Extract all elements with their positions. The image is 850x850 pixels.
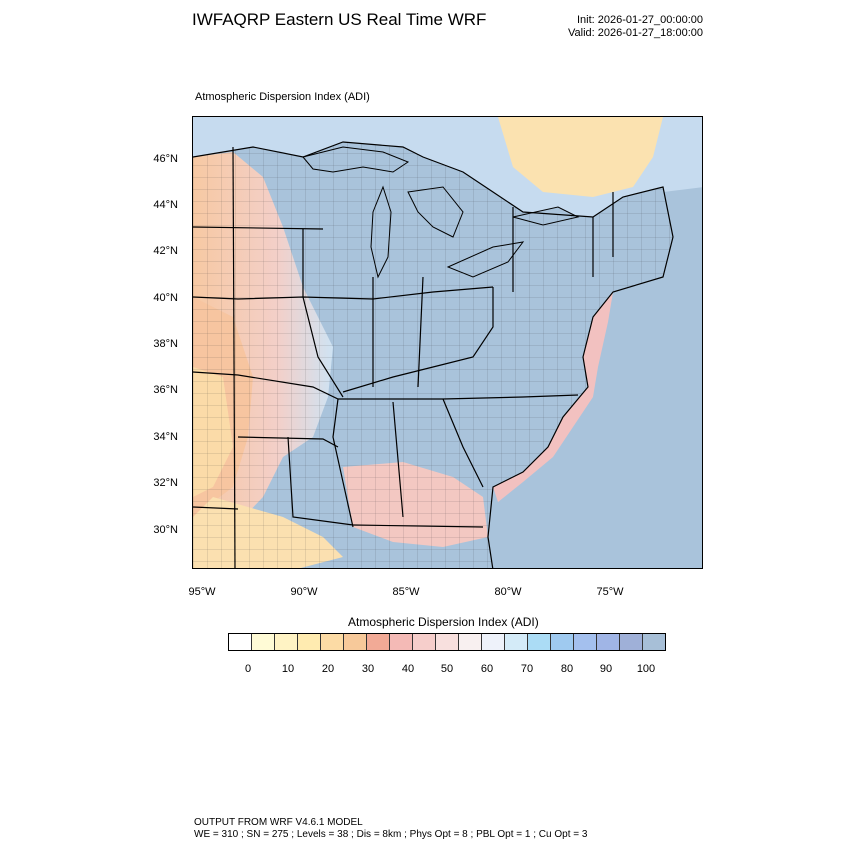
colorbar-tick-30: 30 [361,663,375,675]
lon-label-90w: 90°W [290,586,318,598]
plot-title: IWFAQRP Eastern US Real Time WRF [192,10,487,29]
init-time: Init: 2026-01-27_00:00:00 [577,14,703,26]
colorbar-tick-60: 60 [480,663,494,675]
colorbar-cell [597,634,620,650]
colorbar-cell [574,634,597,650]
lat-label-44n: 44°N [153,199,178,211]
lon-label-95w: 95°W [188,586,216,598]
colorbar-cell [551,634,574,650]
colorbar-tick-90: 90 [599,663,613,675]
colorbar-cell [413,634,436,650]
colorbar-tick-80: 80 [560,663,574,675]
colorbar-cell [482,634,505,650]
lat-label-42n: 42°N [153,245,178,257]
lat-label-46n: 46°N [153,153,178,165]
lon-label-75w: 75°W [596,586,624,598]
colorbar-cell [367,634,390,650]
model-config: WE = 310 ; SN = 275 ; Levels = 38 ; Dis … [194,829,588,840]
colorbar-tick-20: 20 [321,663,335,675]
colorbar-cell [229,634,252,650]
colorbar-cell [459,634,482,650]
colorbar-cell [321,634,344,650]
colorbar-cell [620,634,643,650]
colorbar [228,633,666,651]
colorbar-cell [252,634,275,650]
adi-map [192,116,703,569]
colorbar-cell [275,634,298,650]
lat-label-36n: 36°N [153,384,178,396]
colorbar-cell [390,634,413,650]
adi-map-graphic [193,117,702,568]
colorbar-cell [643,634,665,650]
lat-label-38n: 38°N [153,338,178,350]
lat-label-32n: 32°N [153,477,178,489]
valid-time: Valid: 2026-01-27_18:00:00 [568,27,703,39]
lon-label-80w: 80°W [494,586,522,598]
colorbar-cell [528,634,551,650]
colorbar-title: Atmospheric Dispersion Index (ADI) [348,615,539,629]
colorbar-cell [436,634,459,650]
lat-label-40n: 40°N [153,292,178,304]
colorbar-tick-0: 0 [244,663,252,675]
colorbar-tick-10: 10 [281,663,295,675]
colorbar-cell [344,634,367,650]
model-info: OUTPUT FROM WRF V4.6.1 MODEL [194,817,363,828]
colorbar-tick-40: 40 [401,663,415,675]
colorbar-cell [298,634,321,650]
map-subtitle: Atmospheric Dispersion Index (ADI) [195,91,370,103]
lon-label-85w: 85°W [392,586,420,598]
colorbar-tick-50: 50 [440,663,454,675]
colorbar-cell [505,634,528,650]
colorbar-tick-100: 100 [636,663,656,675]
lat-label-30n: 30°N [153,524,178,536]
colorbar-tick-70: 70 [520,663,534,675]
lat-label-34n: 34°N [153,431,178,443]
